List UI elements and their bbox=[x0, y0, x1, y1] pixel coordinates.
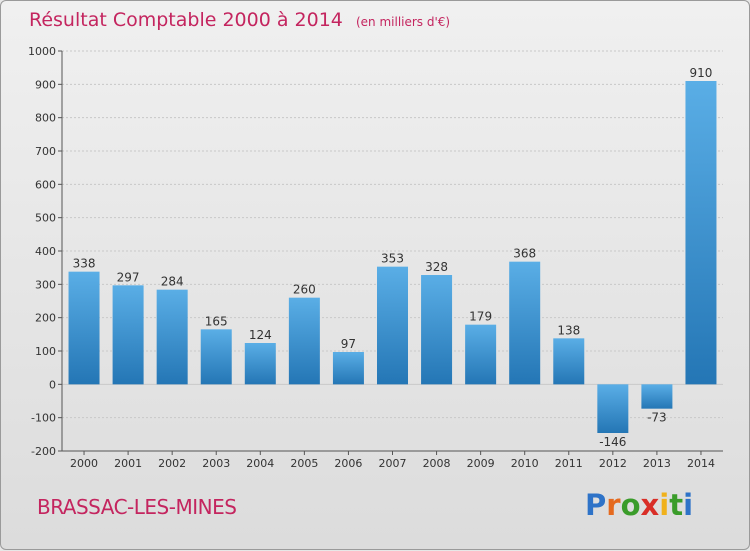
logo-letter: t bbox=[669, 488, 684, 522]
logo-letter: P bbox=[585, 488, 607, 522]
x-tick-label: 2006 bbox=[334, 457, 362, 470]
logo-letter: r bbox=[606, 488, 621, 522]
logo-letter: x bbox=[640, 488, 660, 522]
y-tick-label: 0 bbox=[49, 378, 56, 391]
commune-name: BRASSAC-LES-MINES bbox=[37, 495, 237, 519]
bar bbox=[332, 352, 364, 385]
y-tick-label: 800 bbox=[35, 112, 56, 125]
proxiti-logo: Proxiti bbox=[585, 488, 693, 528]
bar bbox=[288, 297, 320, 385]
y-tick-label: 100 bbox=[35, 345, 56, 358]
bar bbox=[465, 324, 497, 385]
bar bbox=[509, 261, 541, 385]
y-tick-label: 600 bbox=[35, 178, 56, 191]
bar bbox=[553, 338, 585, 385]
x-tick-label: 2000 bbox=[70, 457, 98, 470]
logo-letter: i bbox=[683, 488, 694, 522]
data-label: 910 bbox=[690, 66, 713, 80]
data-label: 368 bbox=[513, 247, 536, 261]
bar bbox=[597, 384, 629, 433]
logo-letter: i bbox=[659, 488, 670, 522]
x-tick-label: 2008 bbox=[423, 457, 451, 470]
bar bbox=[156, 289, 188, 385]
bar bbox=[421, 275, 453, 385]
x-tick-label: 2007 bbox=[379, 457, 407, 470]
bar bbox=[68, 271, 100, 385]
logo-letter: o bbox=[620, 488, 641, 522]
y-tick-label: 1000 bbox=[28, 45, 56, 58]
data-label: 179 bbox=[469, 310, 492, 324]
data-label: -73 bbox=[647, 411, 667, 425]
x-tick-label: 2013 bbox=[643, 457, 671, 470]
data-label: 353 bbox=[381, 252, 404, 266]
bar bbox=[641, 384, 673, 409]
y-tick-label: -200 bbox=[31, 445, 56, 458]
y-tick-label: 200 bbox=[35, 312, 56, 325]
bar bbox=[377, 266, 408, 385]
y-tick-label: 700 bbox=[35, 145, 56, 158]
data-label: 297 bbox=[117, 270, 140, 284]
x-tick-label: 2002 bbox=[158, 457, 186, 470]
bar bbox=[200, 329, 232, 385]
chart-subtitle: (en milliers d'€) bbox=[355, 15, 451, 29]
x-tick-label: 2005 bbox=[290, 457, 318, 470]
data-label: 260 bbox=[293, 283, 316, 297]
x-tick-label: 2010 bbox=[511, 457, 539, 470]
data-label: -146 bbox=[599, 435, 626, 449]
bar bbox=[244, 343, 276, 385]
bar bbox=[112, 285, 144, 385]
data-label: 97 bbox=[341, 337, 356, 351]
data-label: 138 bbox=[557, 323, 580, 337]
y-tick-label: 300 bbox=[35, 278, 56, 291]
bar bbox=[685, 81, 717, 385]
x-tick-label: 2014 bbox=[687, 457, 715, 470]
y-tick-label: 500 bbox=[35, 212, 56, 225]
data-label: 165 bbox=[205, 314, 228, 328]
data-label: 338 bbox=[73, 257, 96, 271]
data-label: 124 bbox=[249, 328, 272, 342]
chart-title: Résultat Comptable 2000 à 2014 bbox=[29, 9, 343, 31]
y-tick-label: 900 bbox=[35, 78, 56, 91]
y-tick-label: 400 bbox=[35, 245, 56, 258]
x-tick-label: 2009 bbox=[467, 457, 495, 470]
x-tick-label: 2011 bbox=[555, 457, 583, 470]
y-tick-label: -100 bbox=[31, 412, 56, 425]
x-tick-label: 2001 bbox=[114, 457, 142, 470]
data-label: 284 bbox=[161, 275, 184, 289]
chart-title-block: Résultat Comptable 2000 à 2014 (en milli… bbox=[29, 9, 450, 31]
data-label: 328 bbox=[425, 260, 448, 274]
x-tick-label: 2003 bbox=[202, 457, 230, 470]
x-tick-label: 2012 bbox=[599, 457, 627, 470]
x-tick-label: 2004 bbox=[246, 457, 274, 470]
